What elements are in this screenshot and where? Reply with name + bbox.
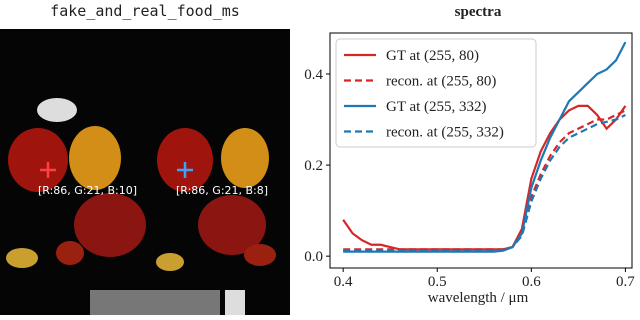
y-tick-label: 0.4 <box>304 67 323 83</box>
lemon <box>6 248 38 268</box>
pixel-label: [R:86, G:21, B:10] <box>38 184 137 197</box>
x-tick-label: 0.7 <box>616 274 635 290</box>
object <box>37 98 77 122</box>
image-title: fake_and_real_food_ms <box>50 2 240 20</box>
legend-label: recon. at (255, 332) <box>386 125 504 141</box>
series-line <box>343 113 626 252</box>
legend-box <box>335 38 537 148</box>
x-tick-label: 0.6 <box>522 274 541 290</box>
marker <box>40 162 56 178</box>
pepper <box>8 128 68 192</box>
y-tick-label: 0.2 <box>304 158 323 174</box>
apple <box>74 193 146 257</box>
apple <box>198 195 266 255</box>
series-line <box>343 109 626 251</box>
pepper <box>221 128 269 188</box>
x-axis-label: wavelength / μm <box>428 290 529 306</box>
tomato <box>244 244 276 266</box>
marker <box>177 162 193 178</box>
image-panel: fake_and_real_food_ms [R:86, G:21, B:10]… <box>0 2 290 315</box>
tomato <box>56 241 84 265</box>
legend-label: recon. at (255, 80) <box>386 74 496 90</box>
color-chart <box>90 290 220 315</box>
series-line <box>342 104 627 251</box>
pepper <box>69 126 121 190</box>
plot-frame <box>329 32 633 269</box>
chart: spectra wavelength / μm 0.4 0.5 0.6 0.7 0.0 0… <box>304 4 635 306</box>
lemon <box>156 253 184 271</box>
legend-label: GT at (255, 332) <box>386 99 487 115</box>
pixel-label: [R:86, G:21, B:8] <box>176 184 268 197</box>
x-tick-label: 0.5 <box>428 274 447 290</box>
chart-title: spectra <box>455 4 502 20</box>
color-chart <box>225 290 245 315</box>
legend-label: GT at (255, 80) <box>386 48 479 64</box>
pepper <box>157 128 213 192</box>
x-tick-label: 0.4 <box>334 274 353 290</box>
y-tick-label: 0.0 <box>304 249 323 265</box>
